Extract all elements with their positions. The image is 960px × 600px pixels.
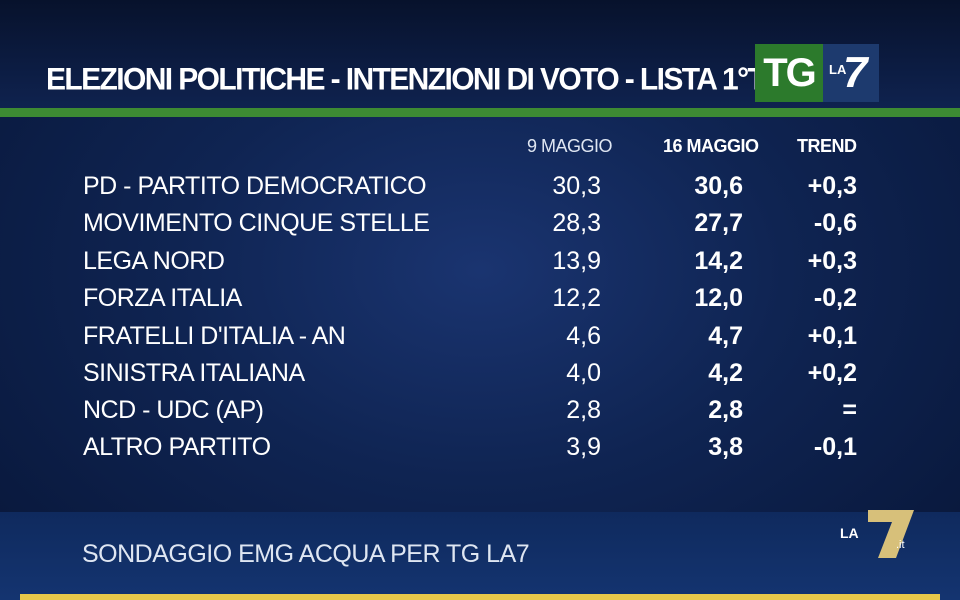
value-curr: 4,2 bbox=[708, 359, 743, 387]
title-divider bbox=[0, 108, 960, 117]
la7-corner-seven-shape bbox=[868, 510, 914, 558]
party-label: NCD - UDC (AP) bbox=[83, 396, 264, 424]
page-title: ELEZIONI POLITICHE - INTENZIONI DI VOTO … bbox=[46, 62, 758, 97]
la7-corner-logo: LA .it bbox=[840, 510, 914, 558]
value-curr: 3,8 bbox=[708, 433, 743, 461]
bottom-accent-line bbox=[20, 594, 940, 600]
value-prev: 4,0 bbox=[566, 359, 601, 387]
value-trend: -0,6 bbox=[813, 209, 857, 237]
value-prev: 12,2 bbox=[552, 284, 601, 312]
source-band bbox=[0, 512, 960, 600]
column-header-curr: 16 MAGGIO bbox=[663, 136, 759, 156]
value-trend: = bbox=[842, 396, 857, 424]
tg-logo-mark: TG bbox=[755, 44, 823, 102]
value-prev: 2,8 bbox=[566, 396, 601, 424]
value-curr: 12,0 bbox=[694, 284, 743, 312]
party-label: MOVIMENTO CINQUE STELLE bbox=[83, 209, 430, 237]
party-label: SINISTRA ITALIANA bbox=[83, 359, 305, 387]
value-trend: -0,1 bbox=[813, 433, 857, 461]
value-trend: +0,2 bbox=[807, 359, 857, 387]
la7-logo-mark: LA 7 bbox=[823, 44, 879, 102]
column-header-prev: 9 MAGGIO bbox=[527, 136, 613, 156]
la7-logo-la: LA bbox=[829, 62, 847, 77]
value-prev: 28,3 bbox=[552, 209, 601, 237]
value-curr: 2,8 bbox=[708, 396, 743, 424]
value-trend: +0,3 bbox=[807, 172, 857, 200]
la7-corner-la: LA bbox=[840, 525, 859, 541]
party-label: FORZA ITALIA bbox=[83, 284, 242, 312]
party-label: PD - PARTITO DEMOCRATICO bbox=[83, 172, 427, 200]
value-trend: +0,3 bbox=[807, 247, 857, 275]
value-curr: 14,2 bbox=[694, 247, 743, 275]
value-trend: +0,1 bbox=[807, 322, 857, 350]
party-label: LEGA NORD bbox=[83, 247, 225, 275]
la7-corner-it: .it bbox=[896, 539, 905, 551]
party-label: FRATELLI D'ITALIA - AN bbox=[83, 322, 346, 350]
tg-la7-logo: TG LA 7 bbox=[755, 44, 879, 102]
value-prev: 13,9 bbox=[552, 247, 601, 275]
source-note: SONDAGGIO EMG ACQUA PER TG LA7 bbox=[82, 540, 530, 568]
column-header-trend: TREND bbox=[797, 136, 857, 156]
value-prev: 30,3 bbox=[552, 172, 601, 200]
value-curr: 27,7 bbox=[694, 209, 743, 237]
value-prev: 3,9 bbox=[566, 433, 601, 461]
value-prev: 4,6 bbox=[566, 322, 601, 350]
la7-logo-seven: 7 bbox=[843, 48, 868, 97]
value-curr: 30,6 bbox=[694, 172, 743, 200]
party-label: ALTRO PARTITO bbox=[83, 433, 271, 461]
value-curr: 4,7 bbox=[708, 322, 743, 350]
value-trend: -0,2 bbox=[813, 284, 857, 312]
